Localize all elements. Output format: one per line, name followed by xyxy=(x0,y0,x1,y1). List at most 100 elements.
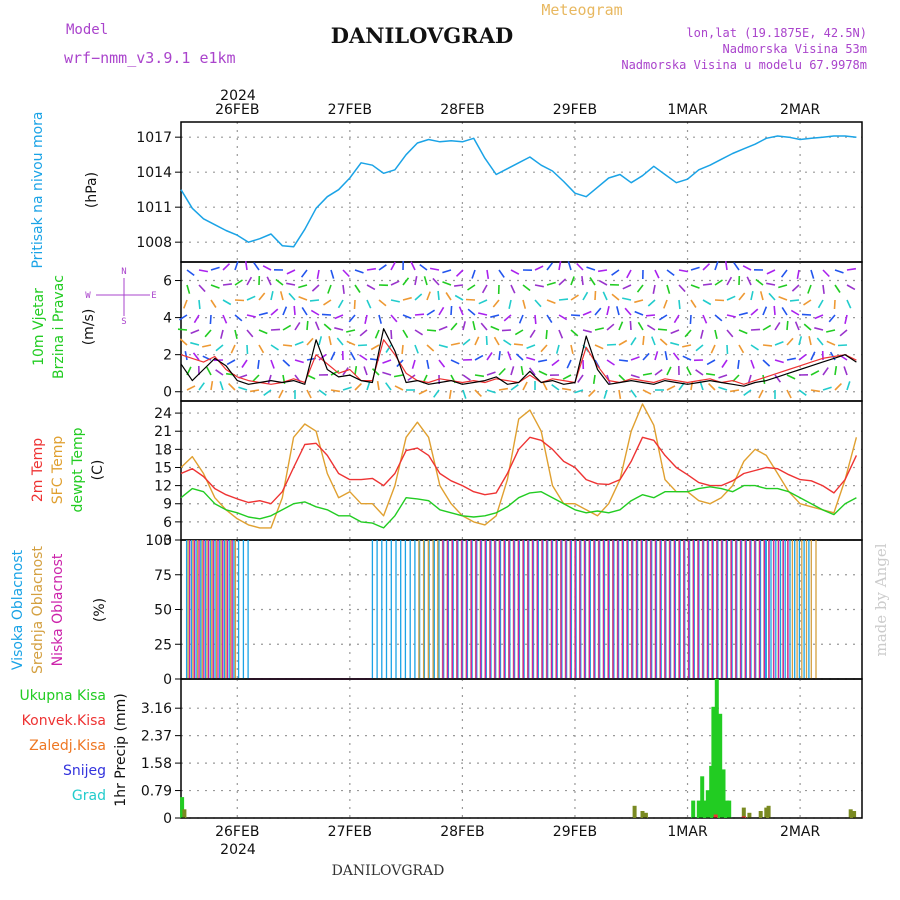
precip-bar xyxy=(700,776,705,818)
wind-arrow xyxy=(846,267,857,271)
wind-arrow xyxy=(282,344,293,347)
wind-arrow xyxy=(190,341,200,346)
wind-arrow xyxy=(246,314,256,318)
wind-arrow xyxy=(561,387,572,391)
wind-arrow xyxy=(594,327,604,331)
precip-legend-item: Ukupna Kisa xyxy=(19,688,106,704)
precip-legend-item: Snijeg xyxy=(63,763,106,779)
wind-arrow xyxy=(316,269,320,280)
wind-arrow xyxy=(778,296,788,301)
wind-arrow xyxy=(510,269,520,275)
wind-arrow xyxy=(634,310,644,316)
wind-arrow xyxy=(492,299,500,308)
wind-arrow xyxy=(455,269,464,277)
wind-arrow xyxy=(657,328,668,331)
wind-arrow xyxy=(762,344,773,347)
wind-arrow xyxy=(746,276,752,286)
wind-arrow xyxy=(394,385,404,391)
wind-arrow xyxy=(378,299,387,307)
dewpt-side-label: dewpt Temp xyxy=(70,427,86,512)
precip-bar xyxy=(741,807,746,818)
location-title: DANILOVGRAD xyxy=(331,23,513,48)
y-tick-label: 0.79 xyxy=(141,784,172,800)
wind-arrow xyxy=(349,351,356,361)
wind-arrow xyxy=(241,359,248,368)
precip-legend-item: Zaledj.Kisa xyxy=(29,738,106,754)
wind-arrow xyxy=(558,278,567,286)
wind-arrow xyxy=(390,299,400,303)
precip-bar xyxy=(180,797,185,818)
wind-arrow xyxy=(390,314,398,323)
wind-arrow xyxy=(774,341,784,346)
wind-arrow xyxy=(301,306,308,316)
wind-arrow xyxy=(814,314,824,320)
wind-arrow xyxy=(718,374,728,379)
wind-arrow xyxy=(534,284,544,288)
wind-arrow xyxy=(708,383,716,391)
wind-arrow xyxy=(796,269,800,280)
wind-arrow xyxy=(206,366,212,376)
precip-bar xyxy=(705,790,710,818)
wind-arrow xyxy=(410,261,416,271)
wind-arrow xyxy=(774,359,784,364)
wind-arrow xyxy=(518,314,524,324)
wind-arrow xyxy=(577,374,584,383)
wind-arrow xyxy=(266,276,272,286)
wind-arrow xyxy=(371,368,380,376)
wind-arrow xyxy=(442,269,452,274)
wind-arrow xyxy=(458,306,464,316)
wind-arrow xyxy=(538,370,548,376)
wind-arrow xyxy=(183,299,188,309)
bottom-date-27FEB: 27FEB xyxy=(328,824,372,840)
compass-west: W xyxy=(85,291,91,301)
wind-arrow xyxy=(474,374,485,378)
wind-arrow xyxy=(390,329,393,340)
wind-arrow xyxy=(450,305,453,316)
top-date-26FEB: 26FEB xyxy=(215,102,259,118)
wind-arrow xyxy=(275,278,284,286)
wind-arrow xyxy=(624,307,632,316)
bottom-date-1MAR: 1MAR xyxy=(667,824,708,840)
cloud-mid-side-label: Srednja Oblacnost xyxy=(30,546,46,674)
wind-arrow xyxy=(321,313,332,316)
2m-temp-line xyxy=(180,436,858,505)
wind-arrow xyxy=(270,359,275,369)
wind-arrow xyxy=(690,299,697,308)
wind-arrow xyxy=(654,269,660,279)
y-tick-label: 2 xyxy=(163,348,172,364)
wind-arrow xyxy=(432,277,440,286)
wind-arrow xyxy=(330,370,340,376)
wind-arrow xyxy=(520,365,524,376)
footer-location: DANILOVGRAD xyxy=(332,863,445,879)
wind-arrow xyxy=(642,372,653,376)
wind-arrow xyxy=(471,269,476,279)
bottom-date-2MAR: 2MAR xyxy=(780,824,821,840)
wind-arrow xyxy=(658,314,668,321)
wind-arrow xyxy=(270,328,281,331)
wind-arrow xyxy=(419,263,428,271)
wind-arrow xyxy=(209,314,212,325)
wind-gust-line xyxy=(180,339,857,385)
wind-arrow xyxy=(574,389,584,394)
wind-arrow xyxy=(294,321,301,331)
wind-arrow xyxy=(478,312,488,316)
coords-label: lon,lat (19.1875E, 42.5N) xyxy=(686,26,867,40)
wind-arrow xyxy=(726,344,729,355)
wind-arrow xyxy=(370,344,380,351)
wind-arrow xyxy=(411,359,416,369)
wind-arrow xyxy=(654,351,659,361)
wind-arrow xyxy=(598,279,608,286)
wind-arrow xyxy=(766,269,776,275)
wind-arrow xyxy=(177,328,188,331)
precip-legend-item: Konvek.Kisa xyxy=(22,713,106,729)
wind-arrow xyxy=(666,385,676,391)
wind-arrow xyxy=(558,298,569,301)
wind-arrow xyxy=(202,344,212,348)
wind-arrow xyxy=(634,299,644,304)
wind-arrow xyxy=(682,355,692,361)
wind-arrow xyxy=(414,344,419,354)
cloud-low-side-label: Niska Oblacnost xyxy=(50,553,66,666)
wind-arrow xyxy=(602,291,608,301)
wind-arrow xyxy=(346,340,356,346)
